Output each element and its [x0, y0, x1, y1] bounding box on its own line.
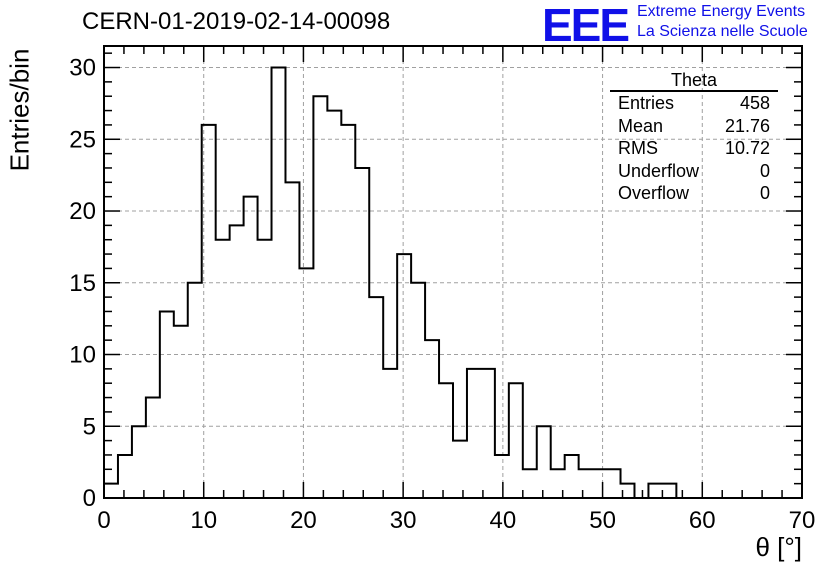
stats-label: RMS	[618, 138, 658, 158]
plot-frame	[103, 45, 803, 499]
y-axis-label-wrap: Entries/bin	[0, 40, 40, 180]
y-tick-label: 0	[83, 485, 96, 512]
stats-row-mean: Mean 21.76	[610, 115, 778, 138]
stats-value: 10.72	[724, 138, 770, 158]
x-tick-label: 40	[490, 507, 517, 534]
grid-lines	[104, 46, 802, 498]
x-tick-label: 20	[290, 507, 317, 534]
stats-value: 458	[739, 93, 770, 113]
stats-title: Theta	[610, 70, 778, 92]
stats-value: 21.76	[724, 115, 770, 136]
y-tick-label: 30	[69, 55, 96, 82]
stats-row-entries: Entries 458	[610, 92, 778, 115]
stats-label: Entries	[618, 93, 675, 113]
stats-row-overflow: Overflow 0	[610, 182, 778, 205]
y-tick-label: 5	[83, 413, 96, 440]
stats-label: Overflow	[618, 183, 690, 203]
axes	[103, 45, 803, 499]
x-tick-label: 60	[689, 507, 716, 534]
x-tick-label: 0	[97, 507, 110, 534]
y-tick-label: 20	[69, 198, 96, 225]
stats-label: Underflow	[618, 160, 700, 181]
histogram-step-line	[103, 66, 802, 499]
stats-row-underflow: Underflow 0	[610, 160, 778, 183]
stats-row-rms: RMS 10.72	[610, 137, 778, 160]
y-tick-label: 10	[69, 342, 96, 369]
x-tick-label: 50	[589, 507, 616, 534]
x-axis-label: θ [°]	[755, 532, 802, 562]
chart-title: CERN-01-2019-02-14-00098	[82, 8, 391, 35]
logo-tagline-2: La Scienza nelle Scuole	[637, 23, 808, 40]
y-axis-label: Entries/bin	[4, 48, 35, 172]
logo-tagline-1: Extreme Energy Events	[637, 3, 806, 20]
x-tick-label: 30	[390, 507, 417, 534]
y-tick-label: 25	[69, 126, 96, 153]
stats-label: Mean	[618, 115, 664, 136]
tick-labels: 0 10 20 30 40 50 60 70 0 5 10 15 20 25 30	[69, 55, 815, 534]
x-tick-label: 70	[789, 507, 816, 534]
y-tick-label: 15	[69, 270, 96, 297]
eee-logo: EEE	[542, 0, 630, 51]
stats-box: Theta Entries 458 Mean 21.76 RMS 10.72 U…	[610, 70, 778, 205]
stats-value: 0	[759, 160, 770, 181]
stats-value: 0	[759, 183, 770, 203]
x-tick-label: 10	[190, 507, 217, 534]
